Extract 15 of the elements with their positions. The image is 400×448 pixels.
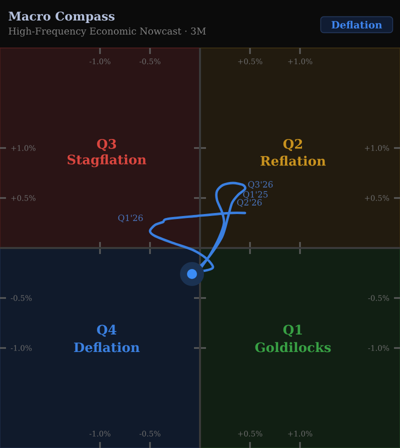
annotation: Q1'25	[243, 191, 268, 199]
chart-subtitle: High-Frequency Economic Nowcast · 3M	[8, 27, 206, 37]
annotation: Q2	[283, 139, 302, 151]
annotation: Q4	[97, 324, 116, 337]
annotation: Deflation	[74, 342, 140, 352]
annotation: Goldilocks	[255, 342, 331, 352]
annotation: Q2'26	[237, 199, 262, 207]
annotation: Q3'26	[248, 181, 273, 189]
chart-title: Macro Compass	[8, 12, 114, 23]
annotation: Q3	[97, 139, 116, 151]
text: Deflation	[332, 20, 382, 29]
annotation: Reflation	[260, 156, 326, 166]
annotation: Q1'26	[118, 214, 143, 222]
annotation: Stagflation	[68, 154, 146, 168]
annotation: Q1	[283, 324, 302, 337]
